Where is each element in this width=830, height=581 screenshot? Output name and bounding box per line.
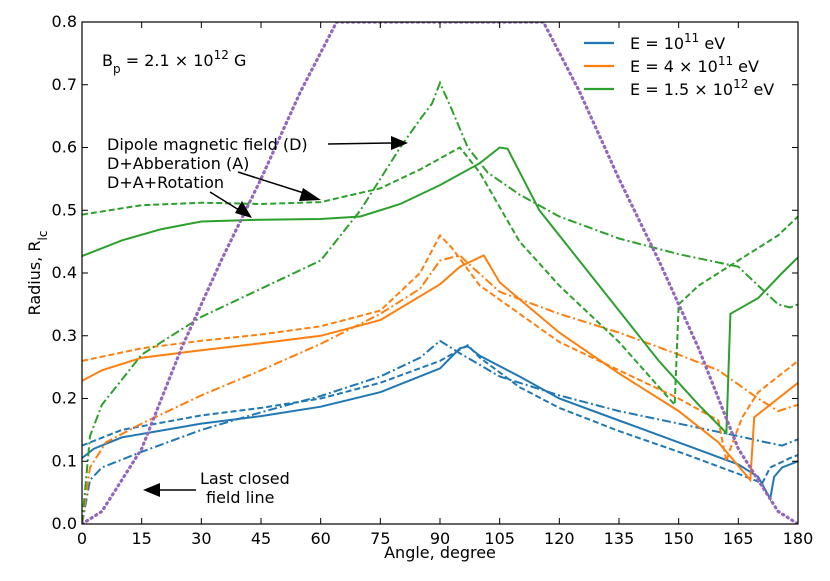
- x-tick-label: 180: [783, 529, 814, 548]
- x-tick-label: 90: [430, 529, 450, 548]
- series-line-7: [82, 146, 798, 408]
- series-line-5: [82, 254, 798, 483]
- y-tick-label: 0.1: [52, 451, 77, 470]
- x-tick-label: 165: [723, 529, 754, 548]
- arrow-last-closed-head: [143, 483, 160, 497]
- legend-label-4e11: E = 4 × 1011 eV: [630, 54, 759, 76]
- arrow-dipole-shaft: [327, 142, 393, 145]
- y-axis-label-main: Radius, R: [25, 241, 44, 316]
- x-tick-label: 45: [251, 529, 271, 548]
- ticks-layer: 0 15 30 45 60 75 90 105 120 135 150 165 180 0.0 0.1 0.2…: [52, 12, 814, 548]
- y-tick-label: 0.3: [52, 326, 77, 345]
- y-tick-label: 0.4: [52, 263, 77, 282]
- y-tick-label: 0.7: [52, 75, 77, 94]
- legend-label-e11: E = 1011 eV: [630, 31, 725, 53]
- annotation-dipole: Dipole magnetic field (D): [107, 135, 308, 154]
- y-tick-label: 0.5: [52, 200, 77, 219]
- x-tick-label: 15: [131, 529, 151, 548]
- annotation-aberration: D+Abberation (A): [107, 154, 249, 173]
- series-line-0: [82, 339, 798, 524]
- annotation-rotation: D+A+Rotation: [107, 173, 224, 192]
- y-tick-label: 0.8: [52, 12, 77, 31]
- y-tick-label: 0.6: [52, 138, 77, 157]
- series-line-3: [82, 254, 798, 524]
- x-axis-label: Angle, degree: [384, 543, 496, 562]
- x-tick-label: 60: [310, 529, 330, 548]
- arrow-aberration-shaft: [237, 171, 308, 195]
- series-layer: [82, 22, 798, 524]
- arrow-dipole-head: [391, 136, 408, 150]
- y-tick-label: 0.0: [52, 514, 77, 533]
- svg-text:Radius, Rlc: Radius, Rlc: [25, 231, 50, 316]
- arrow-rotation-head: [235, 201, 252, 218]
- series-line-4: [82, 233, 798, 462]
- legend-label-1p5e12: E = 1.5 × 1012 eV: [630, 77, 774, 99]
- x-tick-label: 105: [484, 529, 515, 548]
- y-tick-label: 0.2: [52, 389, 77, 408]
- annotation-last-closed-2: field line: [206, 488, 274, 507]
- series-line-8: [82, 146, 798, 436]
- annotation-last-closed-1: Last closed: [200, 469, 290, 488]
- x-tick-label: 0: [77, 529, 87, 548]
- series-line-1: [82, 343, 798, 485]
- x-tick-label: 30: [191, 529, 211, 548]
- annotation-arrows: [143, 136, 408, 497]
- x-tick-label: 150: [663, 529, 694, 548]
- line-style-annotations: Dipole magnetic field (D) D+Abberation (…: [107, 135, 308, 507]
- y-axis-title: Radius, Rlc: [25, 231, 50, 316]
- arrow-aberration-head: [299, 188, 321, 201]
- x-tick-label: 120: [544, 529, 575, 548]
- y-axis-label-sub: lc: [36, 231, 50, 241]
- series-line-9: [82, 22, 798, 524]
- arrow-rotation-shaft: [209, 191, 240, 211]
- x-tick-label: 135: [604, 529, 635, 548]
- x-tick-label: 75: [370, 529, 390, 548]
- legend: E = 1011 eV E = 4 × 1011 eV E = 1.5 × 10…: [584, 31, 774, 99]
